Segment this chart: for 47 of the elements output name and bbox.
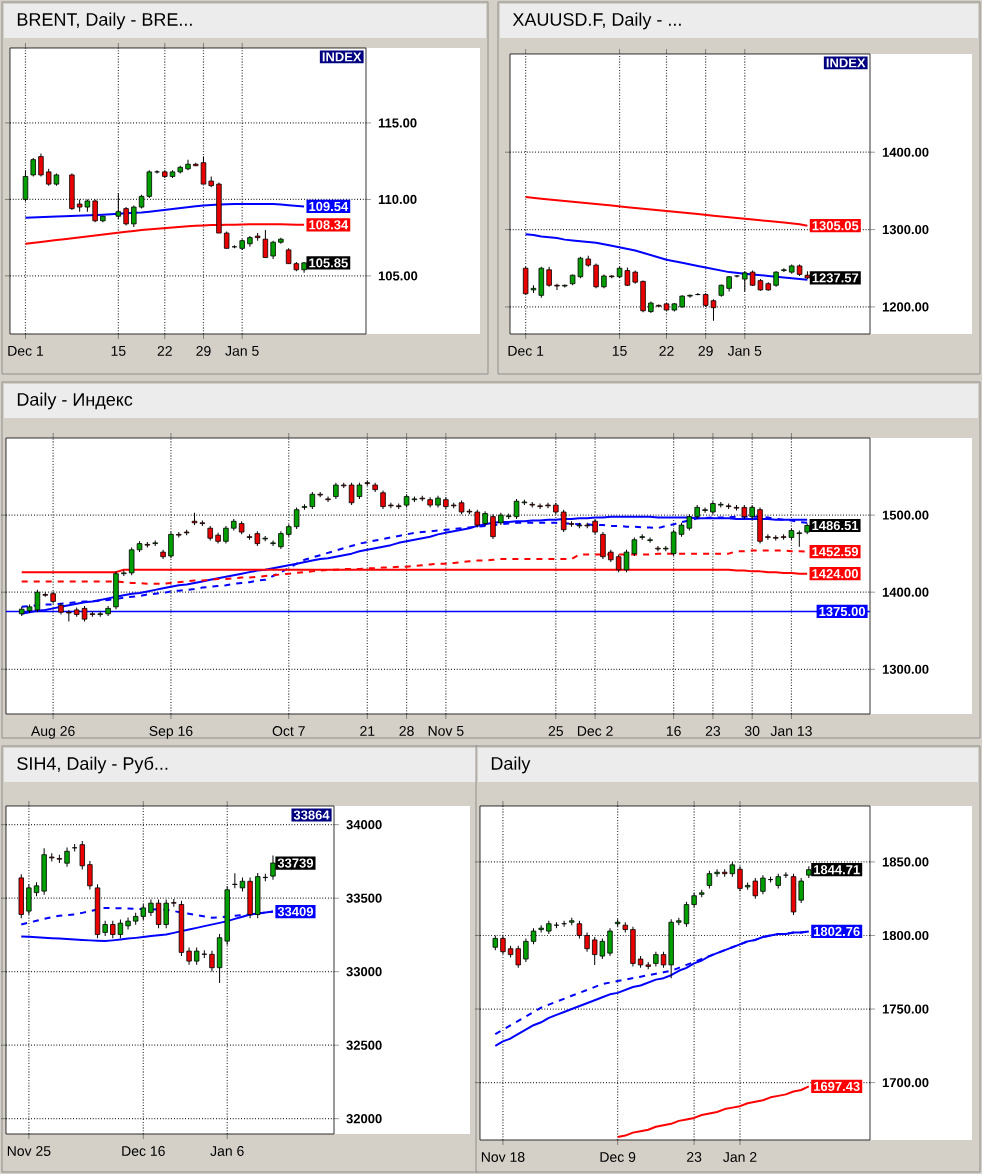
candlestick (599, 937, 606, 960)
candlestick (200, 156, 207, 185)
candlestick (270, 240, 276, 260)
candlestick (64, 847, 70, 868)
candlestick (380, 489, 386, 510)
candlestick (18, 873, 24, 919)
chart-title: XAUUSD.F, Daily - ... (512, 12, 681, 30)
candlestick (255, 872, 261, 919)
candlestick (515, 945, 521, 969)
candlestick (600, 531, 606, 560)
candlestick (668, 918, 674, 979)
candlestick (523, 937, 529, 963)
candlestick (34, 589, 41, 613)
candlestick (670, 529, 677, 557)
candlestick (348, 482, 355, 506)
chart-title: SIH4, Daily - Руб... (17, 756, 168, 774)
candlestick (94, 883, 101, 939)
candlestick (247, 877, 253, 919)
candlestick (760, 874, 766, 895)
candlestick (790, 873, 797, 916)
candlestick (607, 927, 613, 957)
candlestick (163, 899, 169, 929)
candlestick (128, 546, 135, 576)
chart-title: Daily - Индекс (17, 392, 133, 410)
candlestick (683, 901, 690, 928)
candlestick (115, 192, 122, 220)
candlestick (178, 900, 185, 957)
candlestick (113, 570, 119, 610)
candlestick (577, 256, 584, 279)
candlestick (538, 266, 545, 299)
candlestick (262, 229, 269, 259)
candlestick (185, 159, 191, 171)
candlestick (155, 899, 162, 929)
candlestick (69, 172, 75, 211)
candlestick (125, 916, 131, 930)
candlestick (232, 872, 238, 889)
candlestick (41, 847, 47, 896)
candlestick (630, 926, 636, 967)
candlestick (117, 919, 124, 939)
chart-title: BRENT, Daily - BRE... (17, 12, 192, 30)
candlestick (92, 198, 98, 223)
chart-title: Daily (491, 756, 531, 774)
candlestick (168, 531, 174, 559)
candlestick (546, 266, 552, 288)
candlestick (593, 263, 599, 289)
candlestick (752, 877, 758, 900)
candlestick (592, 936, 598, 966)
